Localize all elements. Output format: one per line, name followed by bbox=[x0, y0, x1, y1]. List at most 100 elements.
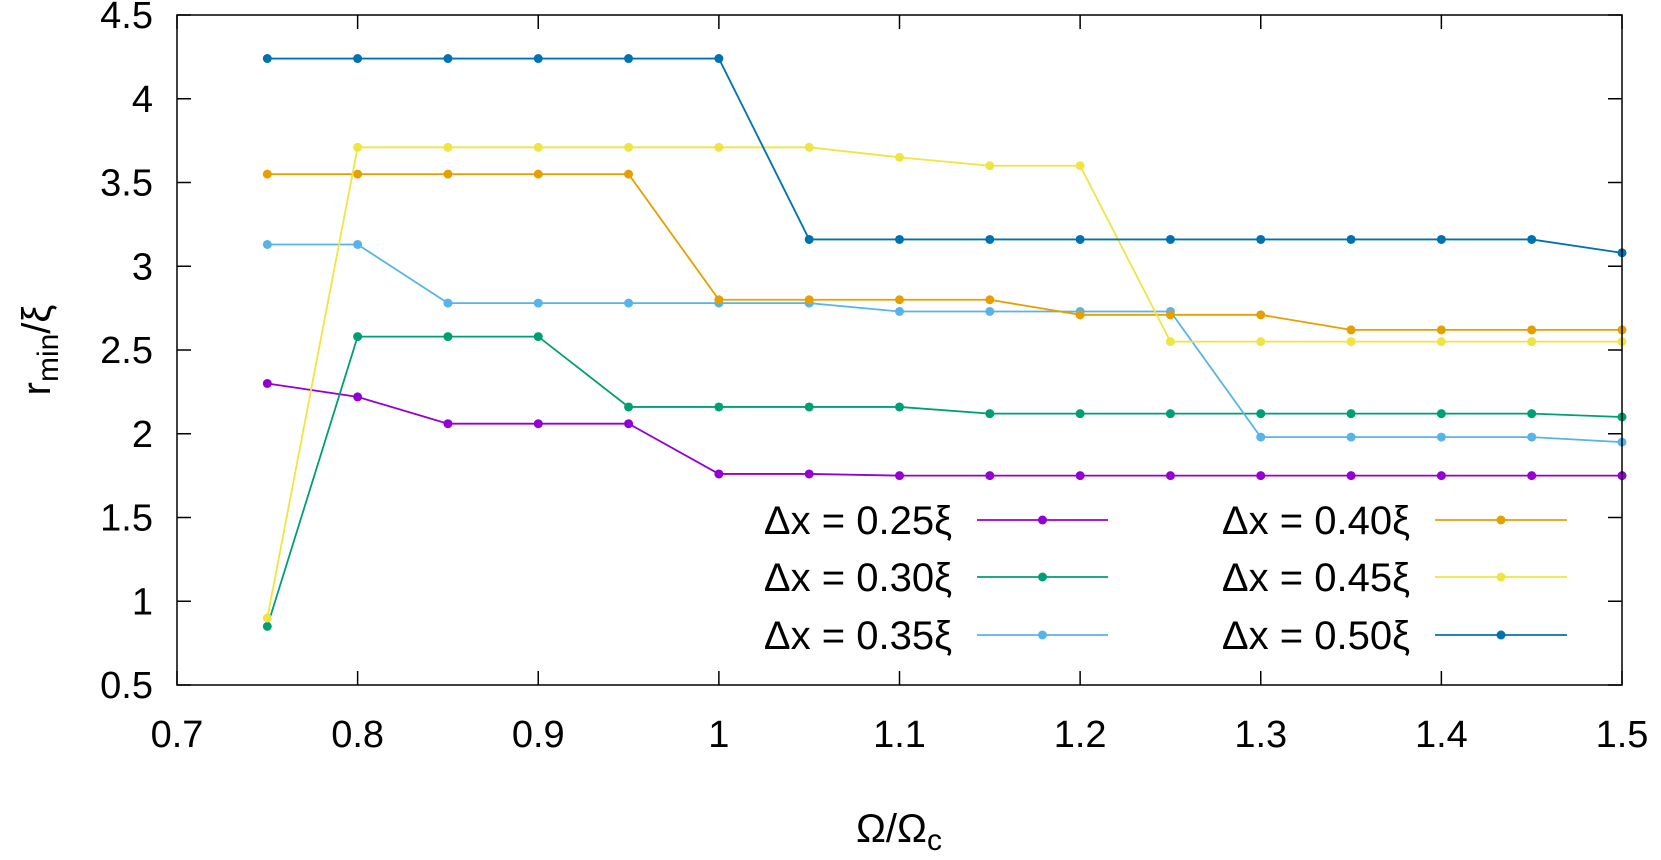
series-3 bbox=[262, 239, 1627, 447]
data-point bbox=[443, 142, 453, 152]
legend-swatch-point bbox=[1496, 572, 1506, 582]
data-point bbox=[353, 239, 363, 249]
data-point bbox=[985, 161, 995, 171]
data-point bbox=[895, 152, 904, 162]
x-axis-label: Ω/Ωc bbox=[856, 807, 942, 857]
legend-swatch-point bbox=[1038, 515, 1047, 525]
data-point bbox=[1527, 471, 1537, 481]
data-point bbox=[1256, 310, 1266, 320]
data-point bbox=[1256, 409, 1266, 419]
data-point bbox=[1075, 310, 1085, 320]
data-point bbox=[262, 239, 272, 249]
data-point bbox=[1346, 234, 1356, 244]
x-tick-label: 0.7 bbox=[151, 714, 204, 756]
y-axis-label-main: r bbox=[15, 382, 59, 395]
y-tick-label: 3.5 bbox=[100, 163, 153, 205]
data-point bbox=[804, 469, 814, 479]
data-point bbox=[353, 392, 363, 402]
data-point bbox=[353, 54, 363, 64]
y-tick-label: 2 bbox=[132, 414, 153, 456]
legend-swatch-point bbox=[1496, 515, 1506, 525]
data-point bbox=[1436, 432, 1446, 442]
series-line bbox=[267, 243, 1623, 444]
data-point bbox=[353, 332, 363, 342]
data-point bbox=[1165, 409, 1175, 419]
series-line bbox=[267, 57, 1623, 254]
data-point bbox=[353, 169, 363, 179]
x-tick-label: 1.1 bbox=[873, 714, 926, 756]
data-point bbox=[353, 142, 363, 152]
data-point bbox=[714, 469, 724, 479]
data-point bbox=[1256, 471, 1266, 481]
legend-label: Δx = 0.30ξ bbox=[764, 556, 952, 600]
data-point bbox=[1256, 432, 1266, 442]
data-point bbox=[1436, 325, 1446, 335]
data-point bbox=[895, 471, 904, 481]
data-point bbox=[262, 169, 272, 179]
legend-swatch-point bbox=[1496, 630, 1506, 640]
data-point bbox=[1346, 471, 1356, 481]
data-point bbox=[624, 419, 634, 429]
series-line bbox=[267, 382, 1622, 477]
series-2 bbox=[262, 332, 1627, 631]
data-point bbox=[714, 295, 724, 305]
data-point bbox=[443, 298, 453, 308]
data-point bbox=[1165, 234, 1175, 244]
data-point bbox=[1346, 432, 1356, 442]
data-point bbox=[985, 295, 995, 305]
data-point bbox=[1527, 432, 1537, 442]
y-axis-label-sub: min bbox=[32, 334, 65, 382]
data-point bbox=[1165, 310, 1175, 320]
series-line bbox=[267, 173, 1622, 331]
data-point bbox=[533, 142, 543, 152]
data-point bbox=[804, 142, 814, 152]
data-point bbox=[443, 54, 453, 64]
y-tick-label: 2.5 bbox=[100, 330, 153, 372]
x-tick-label: 0.8 bbox=[331, 714, 384, 756]
legend-label: Δx = 0.45ξ bbox=[1222, 556, 1410, 600]
data-point bbox=[624, 298, 634, 308]
legend: Δx = 0.25ξ Δx = 0.30ξ Δx = 0.35ξ Δx = 0.40ξ… bbox=[764, 499, 1567, 658]
x-tick-label: 1.5 bbox=[1596, 714, 1649, 756]
data-point bbox=[714, 402, 724, 412]
data-point bbox=[533, 332, 543, 342]
x-tick-label: 1.4 bbox=[1415, 714, 1468, 756]
data-point bbox=[1346, 337, 1356, 347]
data-point bbox=[895, 234, 904, 244]
data-point bbox=[443, 332, 453, 342]
series-line bbox=[266, 335, 1623, 627]
data-point bbox=[714, 142, 724, 152]
data-point bbox=[804, 295, 814, 305]
x-axis-label-sub: c bbox=[927, 824, 942, 857]
data-point bbox=[985, 409, 995, 419]
data-point bbox=[1527, 409, 1537, 419]
y-tick-label: 0.5 bbox=[100, 665, 153, 707]
legend-label: Δx = 0.40ξ bbox=[1222, 499, 1410, 543]
data-point bbox=[1075, 234, 1085, 244]
data-point bbox=[895, 295, 904, 305]
data-point bbox=[262, 54, 272, 64]
data-point bbox=[1527, 337, 1537, 347]
data-point bbox=[985, 234, 995, 244]
y-tick-label: 1.5 bbox=[100, 498, 153, 540]
y-tick-label: 1 bbox=[132, 581, 153, 623]
data-point bbox=[1075, 161, 1085, 171]
data-point bbox=[1436, 234, 1446, 244]
x-tick-label: 0.9 bbox=[512, 714, 565, 756]
y-tick-label: 3 bbox=[132, 246, 153, 288]
data-point bbox=[624, 169, 634, 179]
y-tick-label: 4.5 bbox=[100, 0, 153, 37]
data-point bbox=[1256, 337, 1266, 347]
data-point bbox=[443, 419, 453, 429]
series-4 bbox=[262, 169, 1627, 335]
series-group bbox=[262, 54, 1627, 631]
series-line bbox=[266, 146, 1622, 619]
data-point bbox=[1436, 409, 1446, 419]
data-point bbox=[1527, 234, 1537, 244]
legend-swatch-point bbox=[1038, 572, 1047, 582]
data-point bbox=[1165, 471, 1175, 481]
x-tick-label: 1.2 bbox=[1054, 714, 1107, 756]
data-point bbox=[985, 471, 995, 481]
data-point bbox=[1256, 234, 1266, 244]
